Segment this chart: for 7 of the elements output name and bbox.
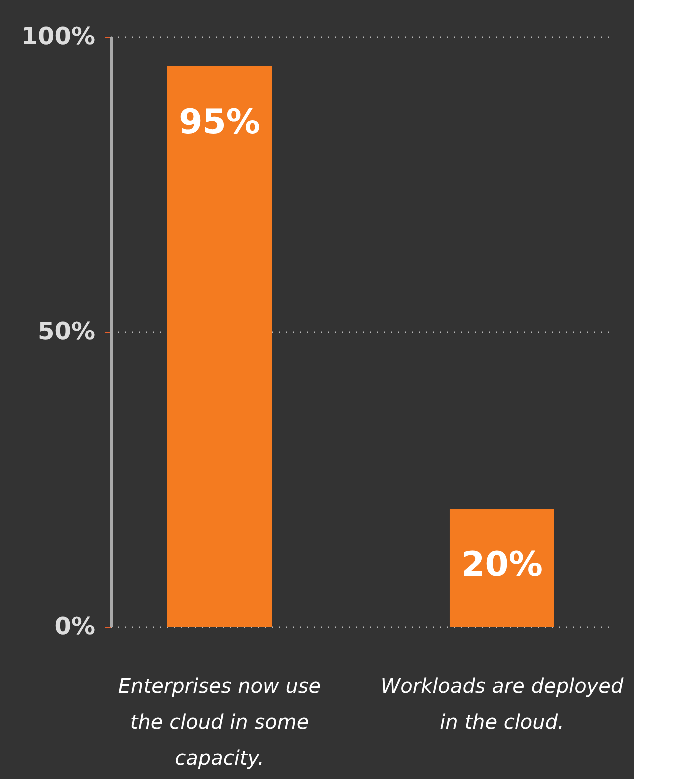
data-label: 20%	[462, 545, 543, 585]
y-tick-label: 100%	[21, 22, 96, 50]
data-label: 95%	[179, 102, 260, 142]
y-tick-label: 0%	[54, 612, 96, 640]
y-tick-label: 50%	[38, 318, 96, 346]
x-tick-label: Enterprises now use the cloud in some capacity.	[118, 674, 322, 770]
x-tick-label: Workloads are deployed in the cloud.	[380, 674, 624, 734]
